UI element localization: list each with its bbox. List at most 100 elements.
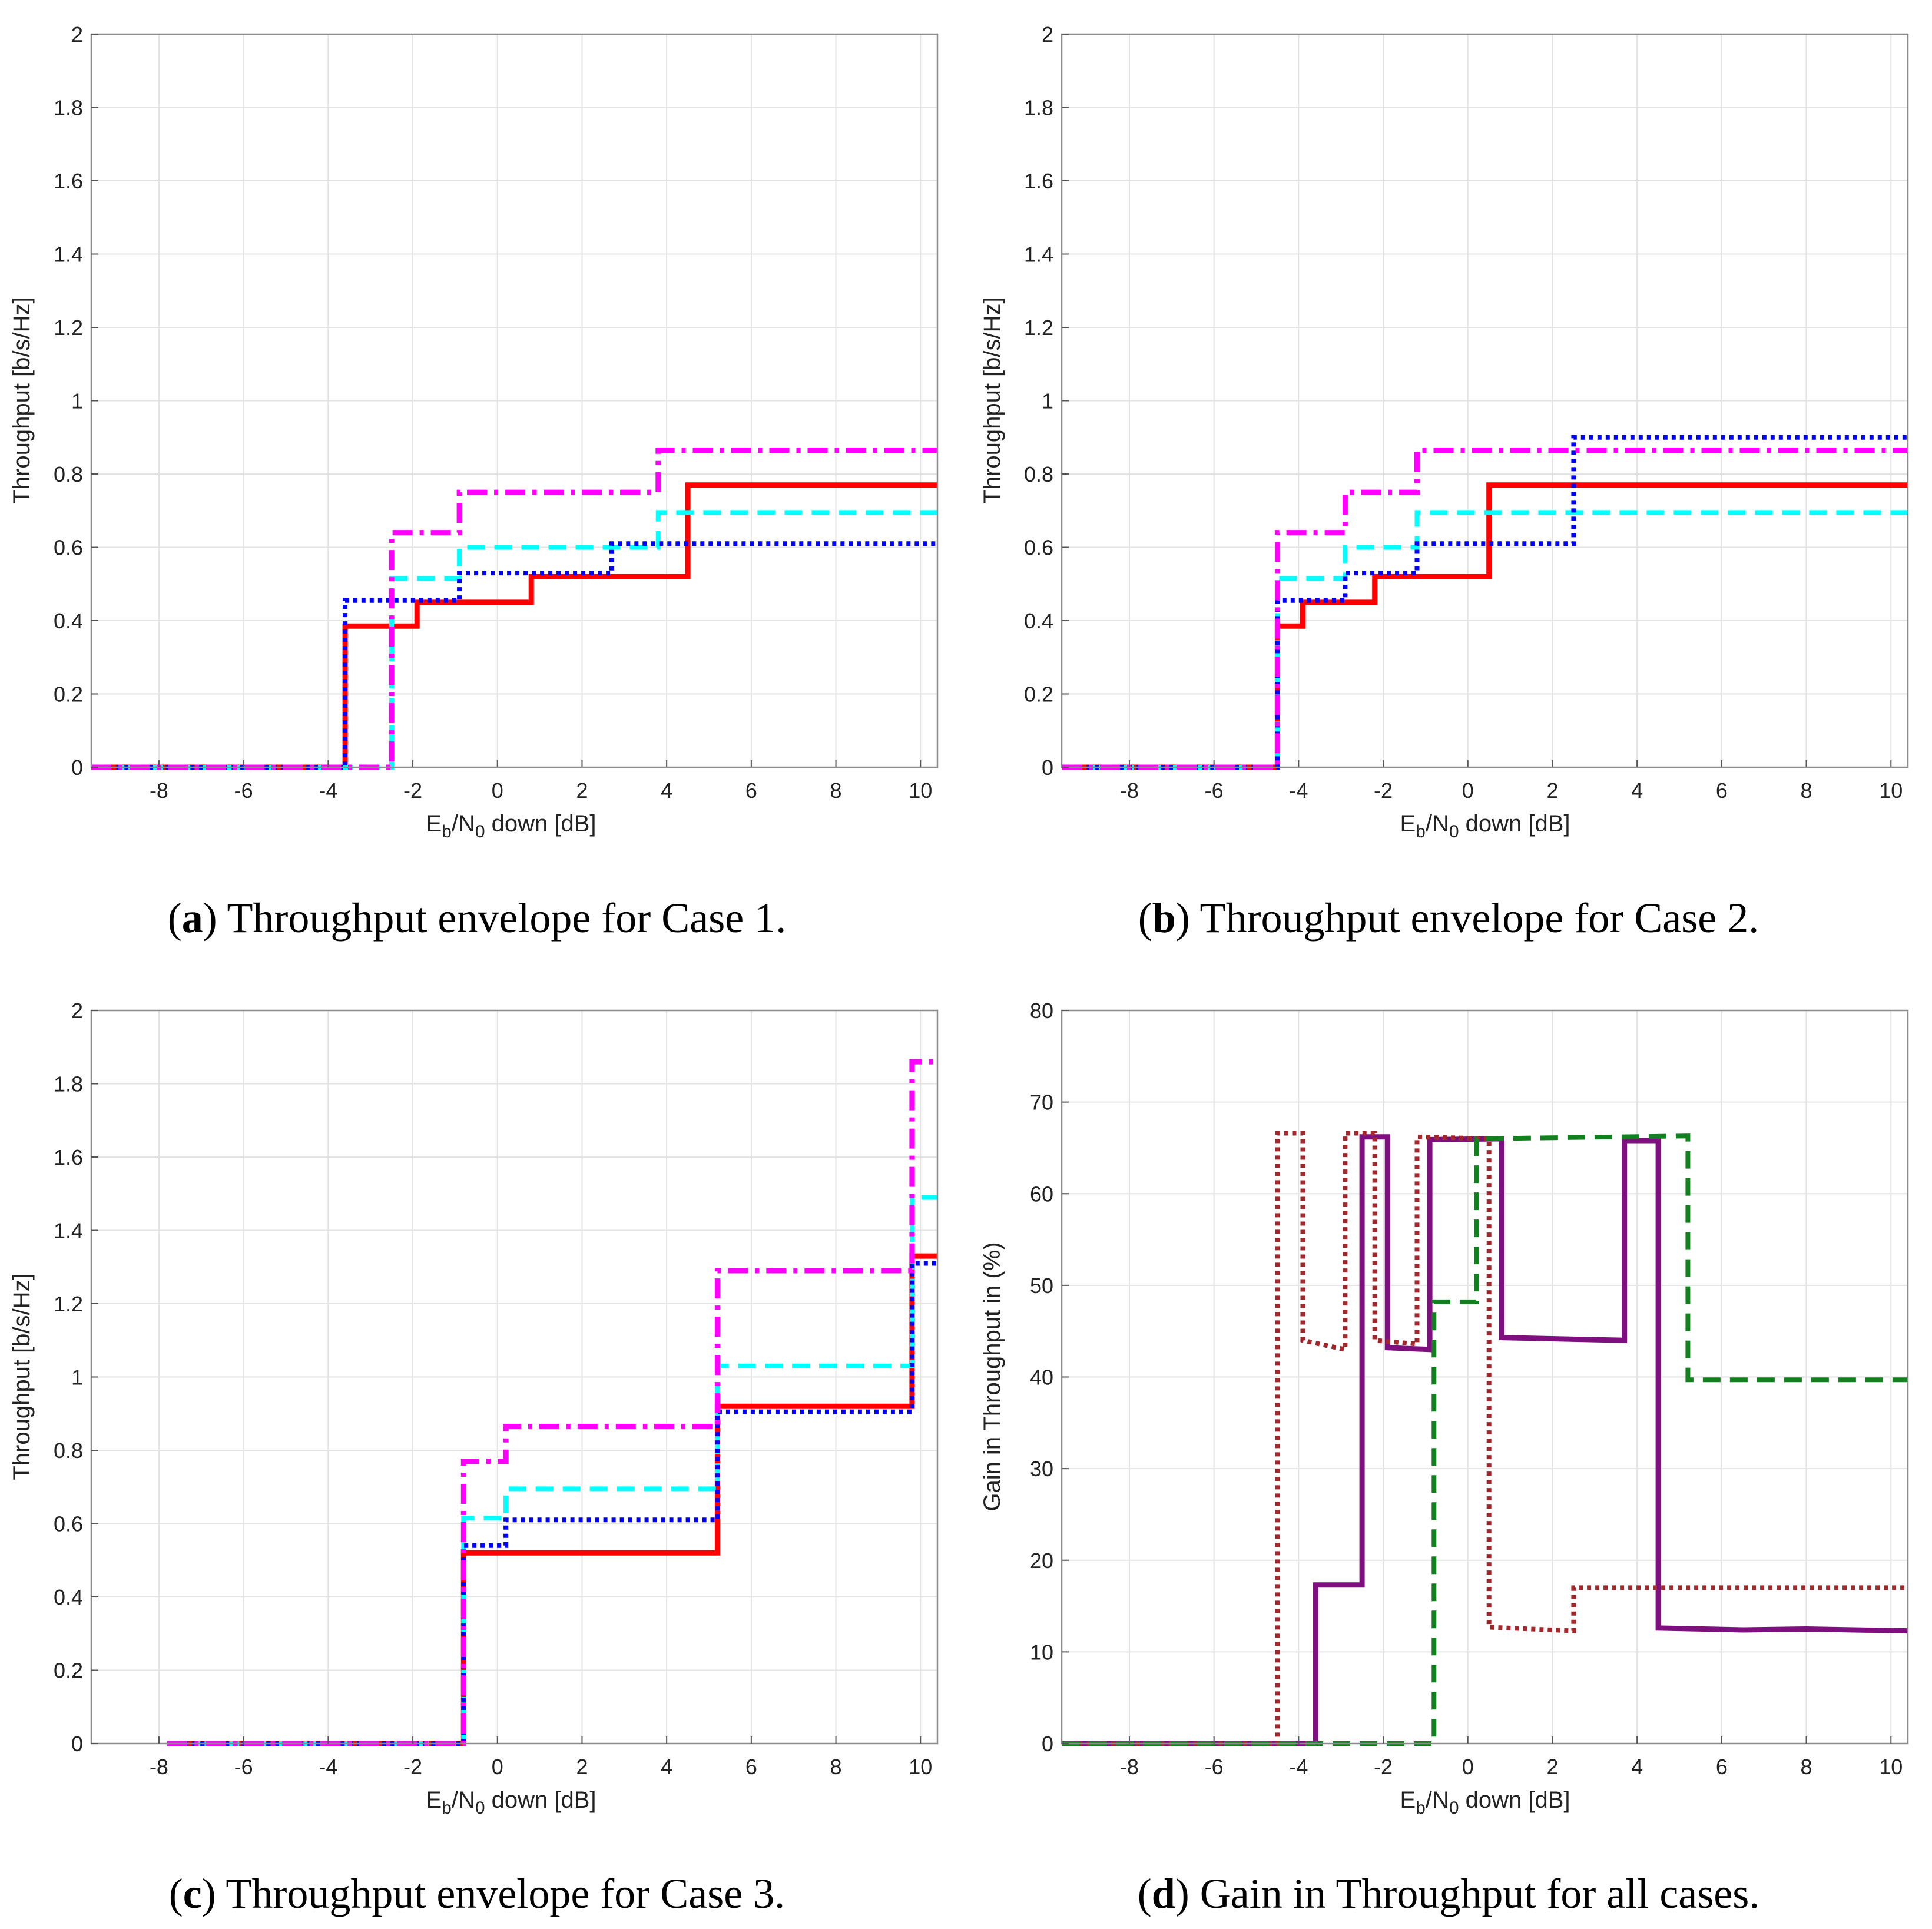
panel-a-series-red-solid	[91, 482, 937, 770]
panel-a-series-magenta-dashdot	[91, 448, 937, 770]
panel-d-xtick-label-8: 8	[1801, 1755, 1812, 1779]
panel-d-ylabel: Gain in Throughput in (%)	[979, 1242, 1005, 1511]
panel-c-xtick-label-5: 2	[576, 1755, 588, 1779]
panel-d-series-purple-solid	[1062, 1134, 1908, 1746]
panel-d-ytick-label-8: 80	[1030, 999, 1053, 1023]
panel-d-xlabel-sub2: 0	[1449, 1798, 1459, 1818]
panel-b-xtick-label-0: -8	[1120, 778, 1139, 803]
panel-a: -8 -6 -4 -2 0 2 4 6 8 10 0 0.2 0.4 0.6 0.8 1 1.2 1.4 1.6 1.…	[9, 22, 939, 942]
panel-a-series	[91, 448, 937, 770]
panel-a-xlabel-main: E	[426, 811, 442, 837]
panel-c-xtick-label-8: 8	[830, 1755, 842, 1779]
panel-d-xlabel-tail: down [dB]	[1459, 1787, 1570, 1813]
panel-b-ytick-label-10: 2	[1042, 22, 1053, 47]
panel-a-ytick-label-10: 2	[71, 22, 83, 47]
panel-b-xtick-label-8: 8	[1801, 778, 1812, 803]
panel-b-xtick-label-4: 0	[1462, 778, 1474, 803]
panel-a-ytick-label-3: 0.6	[54, 536, 83, 560]
panel-a-ticks: -8 -6 -4 -2 0 2 4 6 8 10 0 0.2 0.4 0.6 0.8 1 1.2 1.4 1.6 1.…	[54, 22, 932, 803]
panel-d-ytick-label-5: 50	[1030, 1274, 1053, 1298]
panel-c-xtick-label-7: 6	[745, 1755, 757, 1779]
panel-a-xlabel-tail: down [dB]	[485, 811, 596, 837]
panel-c-ylabel: Throughput [b/s/Hz]	[9, 1273, 35, 1480]
panel-b-ytick-label-2: 0.4	[1024, 609, 1053, 633]
panel-c: -8 -6 -4 -2 0 2 4 6 8 10 0 0.2 0.4 0.6 0.8 1 1.2 1.4 1.6 1.…	[9, 999, 939, 1917]
panel-d: -8 -6 -4 -2 0 2 4 6 8 10 0 10 20 30 40 50 60 70 80 Gain in…	[979, 999, 1909, 1917]
panel-a-xtick-label-9: 10	[909, 778, 932, 803]
panel-c-xlabel: Eb/N0 down [dB]	[426, 1787, 596, 1818]
panel-a-grid	[91, 34, 937, 768]
panel-b-xlabel-tail: down [dB]	[1459, 811, 1570, 837]
panel-d-xtick-label-3: -2	[1374, 1755, 1393, 1779]
panel-d-ticks: -8 -6 -4 -2 0 2 4 6 8 10 0 10 20 30 40 50 60 70 80	[1030, 999, 1903, 1779]
panel-c-xtick-label-6: 4	[661, 1755, 672, 1779]
panel-c-grid	[91, 1010, 937, 1744]
panel-c-xtick-label-3: -2	[403, 1755, 422, 1779]
panel-a-xtick-label-4: 0	[492, 778, 503, 803]
panel-d-ytick-label-1: 10	[1030, 1640, 1053, 1664]
panel-d-ytick-label-7: 70	[1030, 1091, 1053, 1115]
panel-c-ticks: -8 -6 -4 -2 0 2 4 6 8 10 0 0.2 0.4 0.6 0.8 1 1.2 1.4 1.6 1.…	[54, 999, 932, 1779]
panel-a-series-cyan-dashed	[91, 510, 937, 770]
panel-c-ytick-label-5: 1	[71, 1365, 83, 1390]
panel-a-caption-text: Throughput envelope for Case 1.	[217, 894, 786, 942]
panel-c-ytick-label-10: 2	[71, 999, 83, 1023]
panel-c-xtick-label-9: 10	[909, 1755, 932, 1779]
panel-a-xlabel-sub1: b	[442, 822, 452, 841]
panel-c-ytick-label-6: 1.2	[54, 1292, 83, 1316]
panel-b-xtick-label-5: 2	[1546, 778, 1558, 803]
panel-b-ytick-label-6: 1.2	[1024, 316, 1053, 340]
panel-a-ytick-label-2: 0.4	[54, 609, 83, 633]
panel-c-xtick-label-2: -4	[319, 1755, 337, 1779]
panel-b-ytick-label-0: 0	[1042, 755, 1053, 780]
panel-c-series-blue-dotted	[167, 1261, 937, 1746]
panel-c-caption-text: Throughput envelope for Case 3.	[216, 1870, 785, 1917]
panel-a-ytick-label-1: 0.2	[54, 682, 83, 707]
panel-d-xtick-label-4: 0	[1462, 1755, 1474, 1779]
panel-c-xtick-label-4: 0	[492, 1755, 503, 1779]
panel-a-caption-letter: a	[182, 894, 203, 942]
panel-c-ytick-label-3: 0.6	[54, 1512, 83, 1536]
panel-a-xtick-label-2: -4	[319, 778, 337, 803]
panel-b-xlabel-main: E	[1400, 811, 1416, 837]
panel-b-xlabel-mid: /N	[1426, 811, 1449, 837]
panel-d-ytick-label-4: 40	[1030, 1365, 1053, 1390]
panel-d-ytick-label-0: 0	[1042, 1732, 1053, 1756]
panel-c-ytick-label-7: 1.4	[54, 1219, 83, 1243]
panel-d-series-brown-dotted	[1062, 1131, 1908, 1746]
panel-d-xlabel: Eb/N0 down [dB]	[1400, 1787, 1570, 1818]
panel-b-series-red-solid	[1062, 482, 1908, 770]
panel-a-series-blue-dotted	[91, 541, 937, 770]
panel-d-caption: (d) Gain in Throughput for all cases.	[1138, 1870, 1759, 1917]
panel-a-caption: (a) Throughput envelope for Case 1.	[168, 894, 786, 942]
panel-d-ytick-label-2: 20	[1030, 1549, 1053, 1573]
panel-a-xtick-label-1: -6	[234, 778, 253, 803]
panel-d-series-green-dashed	[1062, 1133, 1908, 1746]
panel-c-series-magenta-dashdot	[167, 1059, 937, 1746]
panel-b-ytick-label-9: 1.8	[1024, 96, 1053, 120]
panel-a-xlabel-mid: /N	[452, 811, 475, 837]
panel-c-ytick-label-1: 0.2	[54, 1659, 83, 1683]
panel-d-xtick-label-9: 10	[1879, 1755, 1903, 1779]
panel-b-xtick-label-3: -2	[1374, 778, 1393, 803]
panel-c-ytick-label-4: 0.8	[54, 1439, 83, 1463]
panel-b-xlabel-sub1: b	[1416, 822, 1426, 841]
panel-d-xtick-label-1: -6	[1205, 1755, 1224, 1779]
panel-c-ytick-label-2: 0.4	[54, 1585, 83, 1609]
panel-d-series	[1062, 1131, 1908, 1746]
panel-b-caption: (b) Throughput envelope for Case 2.	[1138, 894, 1759, 942]
panel-a-ytick-label-4: 0.8	[54, 462, 83, 486]
panel-c-series	[167, 1059, 937, 1746]
panel-a-xtick-label-8: 8	[830, 778, 842, 803]
panel-c-ytick-label-8: 1.6	[54, 1145, 83, 1169]
panel-a-ytick-label-9: 1.8	[54, 96, 83, 120]
panel-c-ytick-label-0: 0	[71, 1732, 83, 1756]
panel-b-caption-letter: b	[1152, 894, 1176, 942]
panel-c-xlabel-mid: /N	[452, 1787, 475, 1813]
panel-b-grid	[1062, 34, 1908, 768]
panel-b-xlabel: Eb/N0 down [dB]	[1400, 811, 1570, 841]
panel-d-xlabel-sub1: b	[1416, 1798, 1426, 1818]
panel-c-xlabel-tail: down [dB]	[485, 1787, 596, 1813]
panel-b-xtick-label-7: 6	[1716, 778, 1728, 803]
